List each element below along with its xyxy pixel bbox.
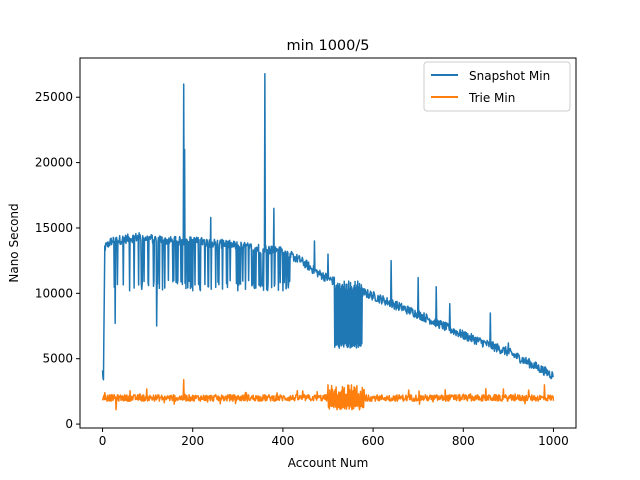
plot-frame <box>79 57 577 429</box>
legend-box <box>423 61 571 112</box>
y-tick-label: 0 <box>65 417 73 431</box>
y-tick-label: 25000 <box>35 90 73 104</box>
x-tick-label: 0 <box>99 434 107 448</box>
y-tick-label: 15000 <box>35 221 73 235</box>
y-axis: 0 5000 10000 15000 20000 25000 <box>35 90 80 431</box>
chart-title: min 1000/5 <box>287 38 370 54</box>
y-tick-label: 10000 <box>35 286 73 300</box>
x-tick-label: 200 <box>181 434 204 448</box>
legend: Snapshot Min Trie Min <box>423 61 571 112</box>
y-tick-label: 5000 <box>42 352 73 366</box>
plot-area <box>79 57 577 429</box>
x-tick-label: 800 <box>452 434 475 448</box>
y-axis-title: Nano Second <box>7 203 21 282</box>
series-line-trie-min <box>101 378 555 411</box>
x-axis-title: Account Num <box>288 456 369 470</box>
series-line-snapshot-min <box>101 72 555 381</box>
x-tick-label: 600 <box>362 434 385 448</box>
legend-label-trie-min: Trie Min <box>468 91 515 105</box>
legend-label-snapshot-min: Snapshot Min <box>469 69 550 83</box>
series-layer <box>101 72 555 411</box>
x-tick-label: 400 <box>271 434 294 448</box>
x-tick-label: 1000 <box>538 434 569 448</box>
x-axis: 0 200 400 600 800 1000 <box>99 428 569 448</box>
y-tick-label: 20000 <box>35 156 73 170</box>
